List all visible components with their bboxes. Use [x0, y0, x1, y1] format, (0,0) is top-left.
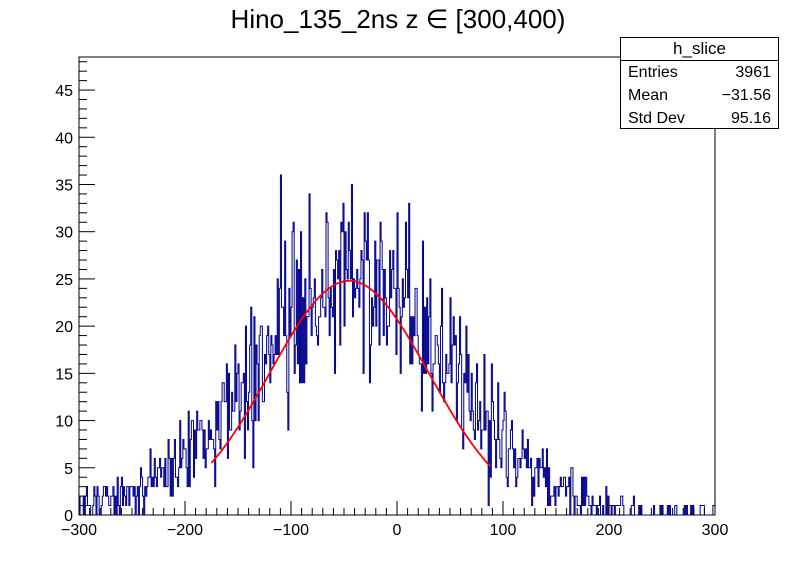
gaussian-fit-line	[210, 279, 491, 467]
y-tick-label: 30	[55, 225, 73, 242]
x-tick-label: 100	[490, 522, 517, 539]
stats-value-entries: 3961	[735, 64, 771, 81]
stats-row-mean: Mean −31.56	[621, 84, 778, 107]
y-tick-label: 20	[55, 319, 73, 336]
stats-label-entries: Entries	[628, 64, 678, 81]
x-tick-label: −300	[61, 522, 97, 539]
y-tick-label: 35	[55, 177, 73, 194]
x-tick-label: 300	[702, 522, 729, 539]
y-axis: 0 5 10 15 20 25 30 35 40 45	[55, 61, 95, 525]
y-tick-label: 5	[64, 461, 73, 478]
stats-label-mean: Mean	[628, 87, 669, 104]
x-axis: −300 −200 −100 0 100 200 300	[61, 501, 728, 539]
stats-row-stddev: Std Dev 95.16	[621, 107, 778, 130]
stats-label-stddev: Std Dev	[628, 110, 685, 127]
x-tick-label: 0	[393, 522, 402, 539]
x-tick-label: 200	[596, 522, 623, 539]
stats-box: h_slice Entries 3961 Mean −31.56 Std Dev…	[620, 37, 779, 129]
stats-box-title: h_slice	[621, 38, 778, 61]
fit-curve	[210, 279, 491, 467]
stats-row-entries: Entries 3961	[621, 61, 778, 84]
y-tick-label: 25	[55, 272, 73, 289]
chart-title: Hino_135_2ns z ∈ [300,400)	[230, 4, 566, 34]
y-tick-label: 0	[64, 508, 73, 525]
y-tick-label: 45	[55, 83, 73, 100]
histogram-line	[79, 174, 715, 516]
stats-value-stddev: 95.16	[730, 110, 771, 127]
stats-value-mean: −31.56	[721, 87, 771, 104]
y-tick-label: 15	[55, 366, 73, 383]
y-tick-label: 40	[55, 130, 73, 147]
x-tick-label: −200	[167, 522, 203, 539]
y-tick-label: 10	[55, 414, 73, 431]
histogram-bars	[79, 174, 715, 516]
x-tick-label: −100	[273, 522, 309, 539]
